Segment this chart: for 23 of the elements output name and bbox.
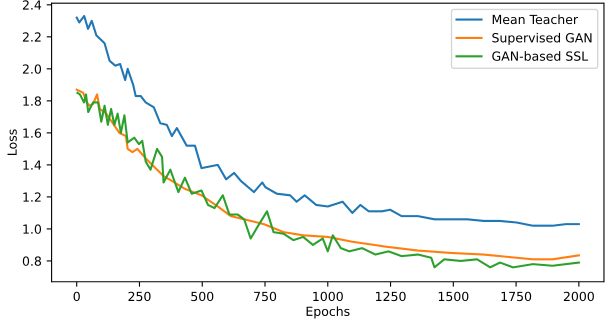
x-tick-label: 0: [74, 292, 80, 302]
y-tick-label: 1.8: [23, 96, 42, 106]
legend-label: Mean Teacher: [492, 14, 578, 24]
x-tick-label: 1250: [376, 292, 406, 302]
x-tick-label: 1000: [313, 292, 343, 302]
x-axis-title: Epochs: [306, 306, 350, 318]
y-tick-label: 1.6: [23, 128, 42, 138]
y-tick-label: 1.4: [23, 160, 42, 170]
legend-label: GAN-based SSL: [492, 51, 588, 61]
x-tick-label: 2000: [564, 292, 594, 302]
y-tick-label: 2.4: [22, 0, 42, 10]
y-tick-label: 0.8: [22, 256, 42, 266]
x-tick-label: 1750: [502, 292, 532, 302]
y-axis-title: Loss: [8, 129, 17, 155]
y-tick-label: 2.0: [22, 64, 42, 74]
x-tick-label: 750: [254, 292, 276, 302]
x-tick-label: 1500: [438, 292, 468, 302]
x-tick-label: 500: [191, 292, 214, 302]
y-tick-label: 2.2: [22, 32, 41, 42]
legend-label: Supervised GAN: [492, 32, 592, 45]
y-tick-label: 1.0: [23, 224, 42, 234]
x-tick-label: 250: [128, 292, 151, 302]
y-tick-label: 1.2: [23, 192, 41, 202]
